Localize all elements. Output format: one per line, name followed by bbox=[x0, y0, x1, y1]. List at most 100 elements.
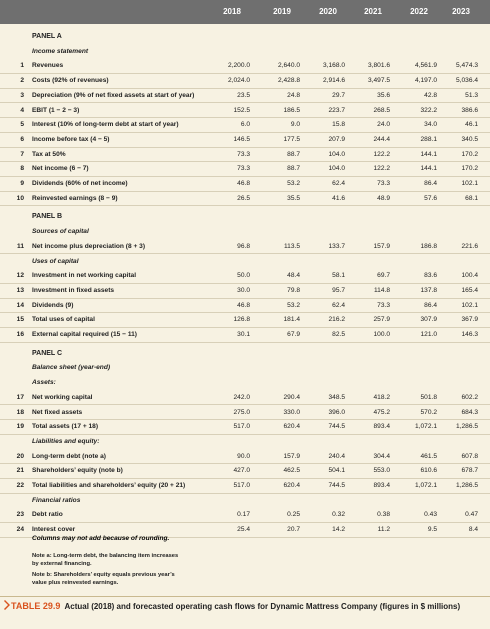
cell-value: 24.0 bbox=[377, 121, 390, 129]
cell-value: 216.2 bbox=[328, 316, 345, 324]
cell-value: 48.9 bbox=[377, 194, 390, 202]
row-label: Total uses of capital bbox=[32, 316, 95, 324]
cell-value: 268.5 bbox=[373, 106, 390, 114]
subtitle-line: Balance sheet (year-end) bbox=[0, 361, 490, 376]
row-number: 2 bbox=[20, 77, 24, 85]
cell-value: 88.7 bbox=[287, 165, 300, 173]
cell-value: 620.4 bbox=[283, 423, 300, 431]
row-number: 23 bbox=[16, 511, 24, 519]
cell-value: 170.2 bbox=[461, 150, 478, 158]
cell-value: 86.4 bbox=[424, 301, 437, 309]
cell-value: 462.5 bbox=[283, 467, 300, 475]
cell-value: 23.5 bbox=[237, 91, 250, 99]
row-label: Costs (92% of revenues) bbox=[32, 77, 109, 85]
cell-value: 35.5 bbox=[287, 194, 300, 202]
row-label: Interest (10% of long-term debt at start… bbox=[32, 121, 179, 129]
cell-value: 330.0 bbox=[283, 408, 300, 416]
row-label: Long-term debt (note a) bbox=[32, 452, 106, 460]
cell-value: 348.5 bbox=[328, 393, 345, 401]
row-label: Revenues bbox=[32, 62, 64, 70]
cell-value: 29.7 bbox=[332, 91, 345, 99]
table-row: 23 Debt ratio 0.17 0.25 0.32 0.38 0.43 0.47 bbox=[0, 508, 490, 524]
panel-line: PANEL B bbox=[0, 210, 490, 225]
cell-value: 570.2 bbox=[420, 408, 437, 416]
table-row: 24 Interest cover 25.4 20.7 14.2 11.2 9.5 8.4 bbox=[0, 523, 490, 538]
cell-value: 88.7 bbox=[287, 150, 300, 158]
row-number: 3 bbox=[20, 91, 24, 99]
cell-value: 2,640.0 bbox=[278, 62, 300, 70]
cell-value: 2,914.6 bbox=[323, 77, 345, 85]
row-label: Interest cover bbox=[32, 526, 76, 534]
row-number: 15 bbox=[16, 316, 24, 324]
cell-value: 3,497.5 bbox=[368, 77, 390, 85]
row-number: 10 bbox=[16, 194, 24, 202]
cell-value: 475.2 bbox=[373, 408, 390, 416]
caption: TABLE 29.9 Actual (2018) and forecasted … bbox=[4, 600, 484, 612]
row-label: Depreciation (9% of net fixed assets at … bbox=[32, 91, 195, 99]
row-label: Tax at 50% bbox=[32, 150, 66, 158]
cell-value: 893.4 bbox=[373, 482, 390, 489]
cell-value: 602.2 bbox=[461, 393, 478, 401]
row-label: Dividends (60% of net income) bbox=[32, 180, 128, 187]
cell-value: 5,474.3 bbox=[456, 62, 478, 70]
panel-title: PANEL C bbox=[32, 349, 63, 357]
cell-value: 122.2 bbox=[373, 165, 390, 173]
year-header: 2018 bbox=[223, 7, 241, 16]
group-heading: Income statement bbox=[32, 47, 89, 55]
cell-value: 100.4 bbox=[461, 272, 478, 280]
cell-value: 53.2 bbox=[287, 301, 300, 309]
row-number: 11 bbox=[17, 242, 24, 250]
cell-value: 104.0 bbox=[328, 150, 345, 158]
cell-value: 73.3 bbox=[237, 165, 250, 173]
row-label: Net income (6 − 7) bbox=[32, 165, 89, 173]
row-number: 18 bbox=[16, 408, 24, 416]
cell-value: 244.4 bbox=[373, 135, 390, 143]
group-line: Uses of capital bbox=[0, 255, 490, 270]
cell-value: 504.1 bbox=[328, 467, 345, 475]
row-number: 24 bbox=[16, 526, 24, 534]
cell-value: 102.1 bbox=[461, 301, 478, 309]
cell-value: 157.9 bbox=[373, 242, 390, 250]
year-header: 2023 bbox=[452, 7, 470, 16]
cell-value: 678.7 bbox=[461, 467, 478, 475]
row-label: Net working capital bbox=[32, 393, 93, 401]
row-label: Net income plus depreciation (8 + 3) bbox=[32, 242, 146, 250]
table-row: 8 Net income (6 − 7) 73.3 88.7 104.0 122.2 144… bbox=[0, 162, 490, 177]
row-number: 21 bbox=[16, 467, 24, 475]
table-row: 16 External capital required (15 − 11) 30.… bbox=[0, 328, 490, 343]
cell-value: 396.0 bbox=[328, 408, 345, 416]
note-b: Note b: Shareholders’ equity equals prev… bbox=[32, 572, 175, 586]
group-line: Assets: bbox=[0, 376, 490, 391]
cell-value: 57.6 bbox=[424, 194, 437, 202]
cell-value: 73.3 bbox=[237, 150, 250, 158]
cell-value: 744.5 bbox=[328, 482, 345, 489]
cell-value: 51.3 bbox=[465, 91, 478, 99]
row-number: 19 bbox=[16, 423, 24, 431]
cell-value: 86.4 bbox=[424, 180, 437, 187]
row-number: 20 bbox=[16, 452, 24, 460]
cell-value: 186.8 bbox=[420, 242, 437, 250]
row-label: Total assets (17 + 18) bbox=[32, 423, 99, 431]
year-header: 2021 bbox=[364, 7, 382, 16]
cell-value: 744.5 bbox=[328, 423, 345, 431]
cell-value: 50.0 bbox=[237, 272, 250, 280]
cell-value: 30.1 bbox=[237, 331, 250, 338]
table-row: 18 Net fixed assets 275.0 330.0 396.0 475.2 57… bbox=[0, 406, 490, 421]
cell-value: 2,024.0 bbox=[228, 77, 250, 85]
cell-value: 90.0 bbox=[237, 452, 250, 460]
cell-value: 95.7 bbox=[332, 286, 345, 294]
row-number: 5 bbox=[20, 121, 24, 129]
row-number: 7 bbox=[20, 150, 24, 158]
cell-value: 5,036.4 bbox=[456, 77, 478, 85]
row-label: Total liabilities and shareholders’ equi… bbox=[32, 482, 186, 489]
cell-value: 4,561.9 bbox=[415, 62, 437, 70]
group-heading: Assets: bbox=[32, 379, 56, 387]
cell-value: 114.8 bbox=[373, 286, 390, 294]
year-header: 2020 bbox=[319, 7, 337, 16]
cell-value: 620.4 bbox=[283, 482, 300, 489]
cell-value: 2,200.0 bbox=[228, 62, 250, 70]
cell-value: 46.8 bbox=[237, 180, 250, 187]
cell-value: 386.6 bbox=[461, 106, 478, 114]
cell-value: 0.38 bbox=[377, 511, 390, 519]
table-row: 11 Net income plus depreciation (8 + 3) 96… bbox=[0, 240, 490, 255]
